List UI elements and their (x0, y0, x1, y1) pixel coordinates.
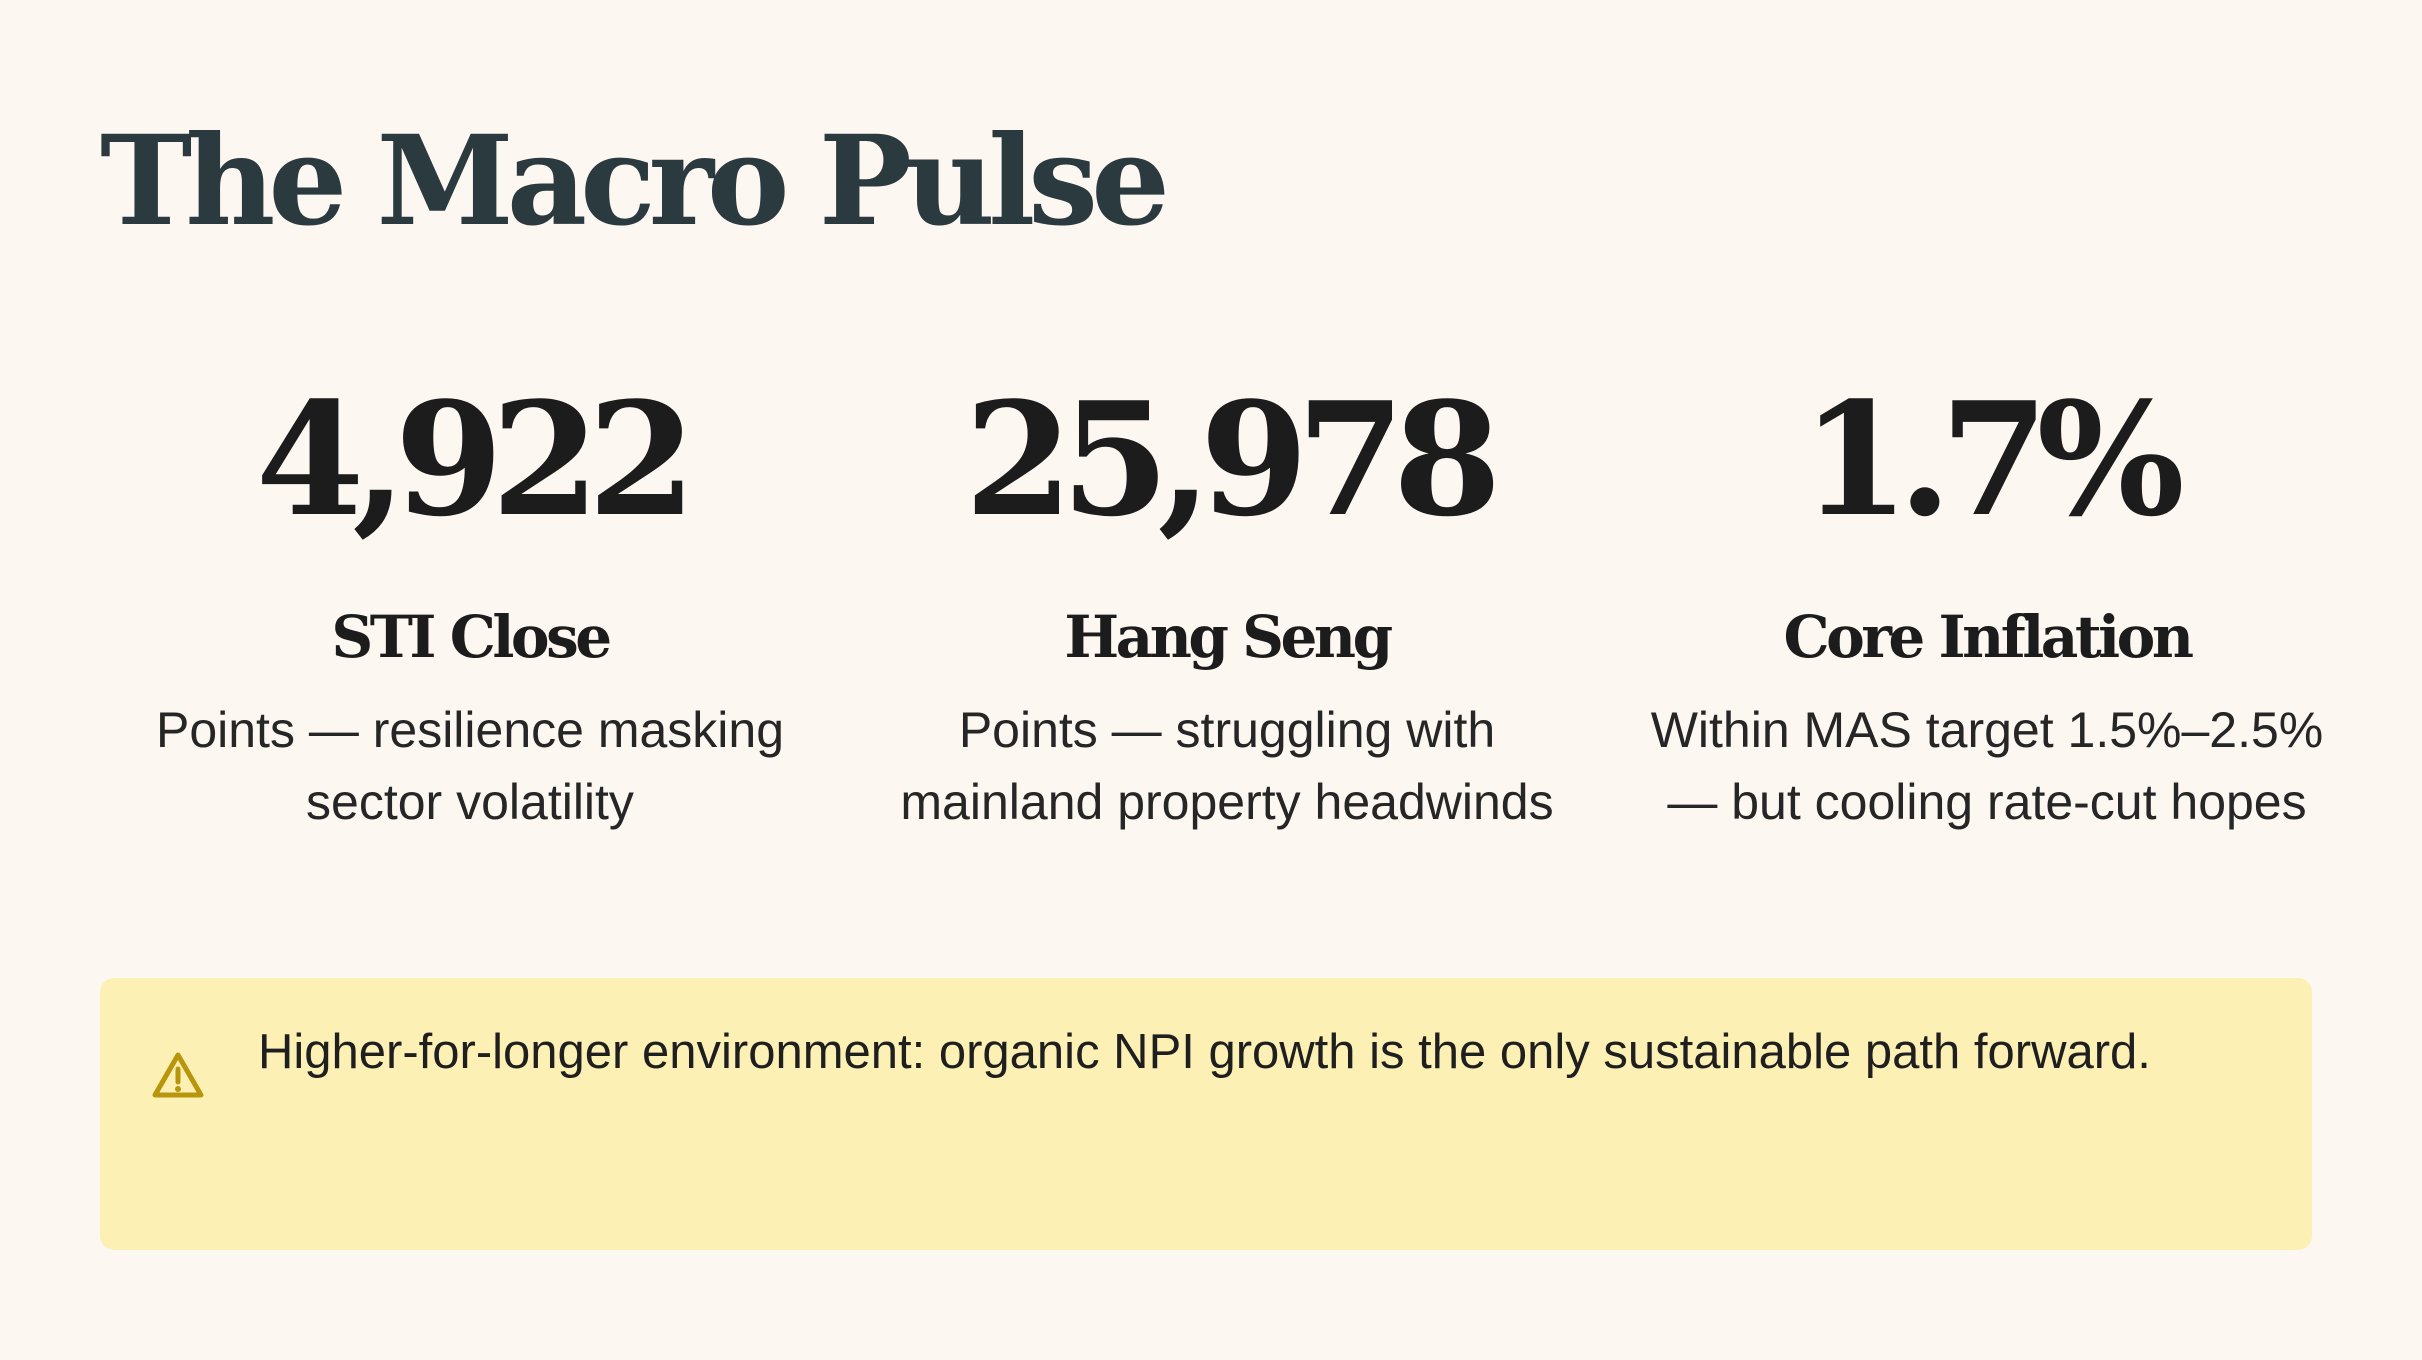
stat-label: Core Inflation (1783, 603, 2194, 671)
warning-callout: Higher-for-longer environment: organic N… (100, 978, 2312, 1250)
stat-value: 4,922 (255, 368, 697, 551)
stat-description: Within MAS target 1.5%–2.5% — but coolin… (1650, 702, 2324, 830)
stat-description: Points — resilience masking sector volat… (155, 702, 785, 830)
stat-sti-close: 4,922 STI Close Points — resilience mask… (100, 370, 840, 838)
callout-text: Higher-for-longer environment: organic N… (258, 1025, 2151, 1079)
stat-core-inflation: 1.7% Core Inflation Within MAS target 1.… (1617, 370, 2357, 838)
stat-value: 1.7% (1801, 368, 2185, 551)
page-title: The Macro Pulse (100, 109, 1170, 254)
stat-label: Hang Seng (1064, 603, 1393, 671)
stat-value: 25,978 (964, 368, 1501, 551)
stats-row: 4,922 STI Close Points — resilience mask… (100, 370, 2323, 930)
stat-description: Points — struggling with mainland proper… (900, 702, 1554, 830)
stat-hang-seng: 25,978 Hang Seng Points — struggling wit… (857, 370, 1597, 838)
warning-icon (152, 1052, 204, 1098)
stat-label: STI Close (331, 603, 612, 671)
